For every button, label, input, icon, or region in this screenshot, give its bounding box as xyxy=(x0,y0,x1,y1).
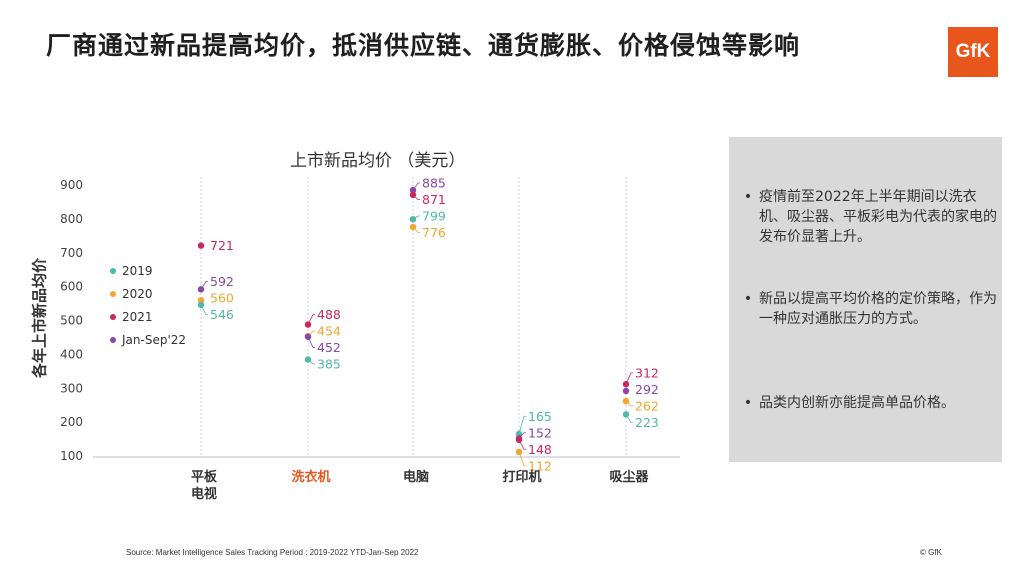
label-leader-line xyxy=(307,314,315,325)
data-label: 152 xyxy=(528,425,552,440)
label-leader-line xyxy=(518,451,526,467)
label-leader-line xyxy=(307,336,315,348)
bullet-item: • 新品以提高平均价格的定价策略，作为一种应对通胀压力的方式。 xyxy=(737,289,999,329)
x-category-label: 电脑 xyxy=(402,470,429,485)
legend-label: Jan-Sep'22 xyxy=(122,332,187,347)
y-tick-label: 100 xyxy=(60,449,83,463)
label-leader-line xyxy=(518,439,526,450)
data-point xyxy=(515,430,523,438)
data-label: 871 xyxy=(422,192,446,207)
bullet-text: 新品以提高平均价格的定价策略，作为一种应对通胀压力的方式。 xyxy=(759,291,997,327)
x-category-label: 吸尘器 xyxy=(609,470,649,485)
data-point xyxy=(304,356,312,363)
legend-item: Jan-Sep'22 xyxy=(110,328,186,351)
legend-marker xyxy=(110,313,116,320)
insights-panel: • 疫情前至2022年上半年期间以洗衣机、吸尘器、平板彩电为代表的家电的发布价显… xyxy=(729,137,1002,462)
y-tick-label: 900 xyxy=(60,178,83,192)
bullet-item: • 品类内创新亦能提高单品价格。 xyxy=(737,393,999,413)
x-category-label: 平板 电视 xyxy=(190,470,217,502)
data-label: 546 xyxy=(210,307,234,322)
bullet-dot: • xyxy=(743,291,753,307)
bullet-dot: • xyxy=(743,395,753,411)
data-point xyxy=(622,397,630,405)
data-point xyxy=(197,301,205,309)
data-label: 885 xyxy=(422,176,446,191)
data-label: 799 xyxy=(422,209,446,224)
data-label: 148 xyxy=(528,442,552,457)
y-tick-label: 700 xyxy=(60,246,83,260)
chart-title: 上市新品均价 （美元） xyxy=(290,151,466,171)
legend-item: 2019 xyxy=(110,259,186,282)
legend-marker xyxy=(110,290,116,297)
data-point xyxy=(197,242,205,249)
page-title: 厂商通过新品提高均价，抵消供应链、通货膨胀、价格侵蚀等影响 xyxy=(46,31,801,60)
bullet-text: 品类内创新亦能提高单品价格。 xyxy=(759,395,955,411)
data-point xyxy=(409,191,417,199)
data-point xyxy=(515,436,523,443)
legend-label: 2019 xyxy=(122,263,153,278)
data-point xyxy=(304,333,312,340)
legend-marker xyxy=(110,267,116,274)
legend-item: 2020 xyxy=(110,282,186,305)
bullet-dot: • xyxy=(743,189,753,205)
data-label: 452 xyxy=(317,340,341,355)
y-tick-label: 200 xyxy=(60,415,83,429)
data-label: 454 xyxy=(317,323,341,338)
bullet-item: • 疫情前至2022年上半年期间以洗衣机、吸尘器、平板彩电为代表的家电的发布价显… xyxy=(737,187,999,247)
data-point xyxy=(622,380,630,388)
y-tick-label: 800 xyxy=(60,212,83,226)
data-label: 721 xyxy=(210,238,234,253)
data-label: 112 xyxy=(528,458,552,473)
data-point xyxy=(515,448,523,456)
x-category-label: 洗衣机 xyxy=(291,470,331,485)
legend-marker xyxy=(110,336,116,343)
data-point xyxy=(409,216,417,223)
source-note: Source: Market Intelligence Sales Tracki… xyxy=(126,548,419,557)
bullet-text: 疫情前至2022年上半年期间以洗衣机、吸尘器、平板彩电为代表的家电的发布价显著上… xyxy=(759,189,997,245)
legend-label: 2020 xyxy=(122,286,153,301)
chart-legend: 2019 2020 2021 Jan-Sep'22 xyxy=(110,259,186,351)
data-point xyxy=(409,186,417,194)
y-tick-label: 600 xyxy=(60,280,83,294)
data-point xyxy=(304,321,312,328)
legend-item: 2021 xyxy=(110,305,186,328)
data-label: 292 xyxy=(635,382,659,397)
data-point xyxy=(197,296,205,304)
data-label: 560 xyxy=(210,291,234,306)
data-label: 223 xyxy=(635,415,659,430)
data-label: 312 xyxy=(635,365,659,380)
data-label: 488 xyxy=(317,307,341,322)
data-label: 165 xyxy=(528,409,552,424)
y-tick-label: 400 xyxy=(60,347,83,361)
data-label: 262 xyxy=(635,398,659,413)
y-tick-label: 300 xyxy=(60,381,83,395)
label-leader-line xyxy=(200,304,208,316)
legend-label: 2021 xyxy=(122,309,153,324)
data-label: 385 xyxy=(317,356,341,371)
data-point xyxy=(409,223,417,231)
data-point xyxy=(622,411,630,418)
data-label: 592 xyxy=(210,274,234,289)
data-label: 776 xyxy=(422,225,446,240)
label-leader-line xyxy=(625,372,633,385)
label-leader-line xyxy=(518,415,526,435)
x-category-label: 打印机 xyxy=(502,470,542,485)
y-tick-label: 500 xyxy=(60,314,83,328)
data-point xyxy=(197,286,205,293)
gfk-logo: GfK xyxy=(948,27,998,77)
copyright: © GfK xyxy=(920,548,942,557)
data-point xyxy=(622,387,630,395)
